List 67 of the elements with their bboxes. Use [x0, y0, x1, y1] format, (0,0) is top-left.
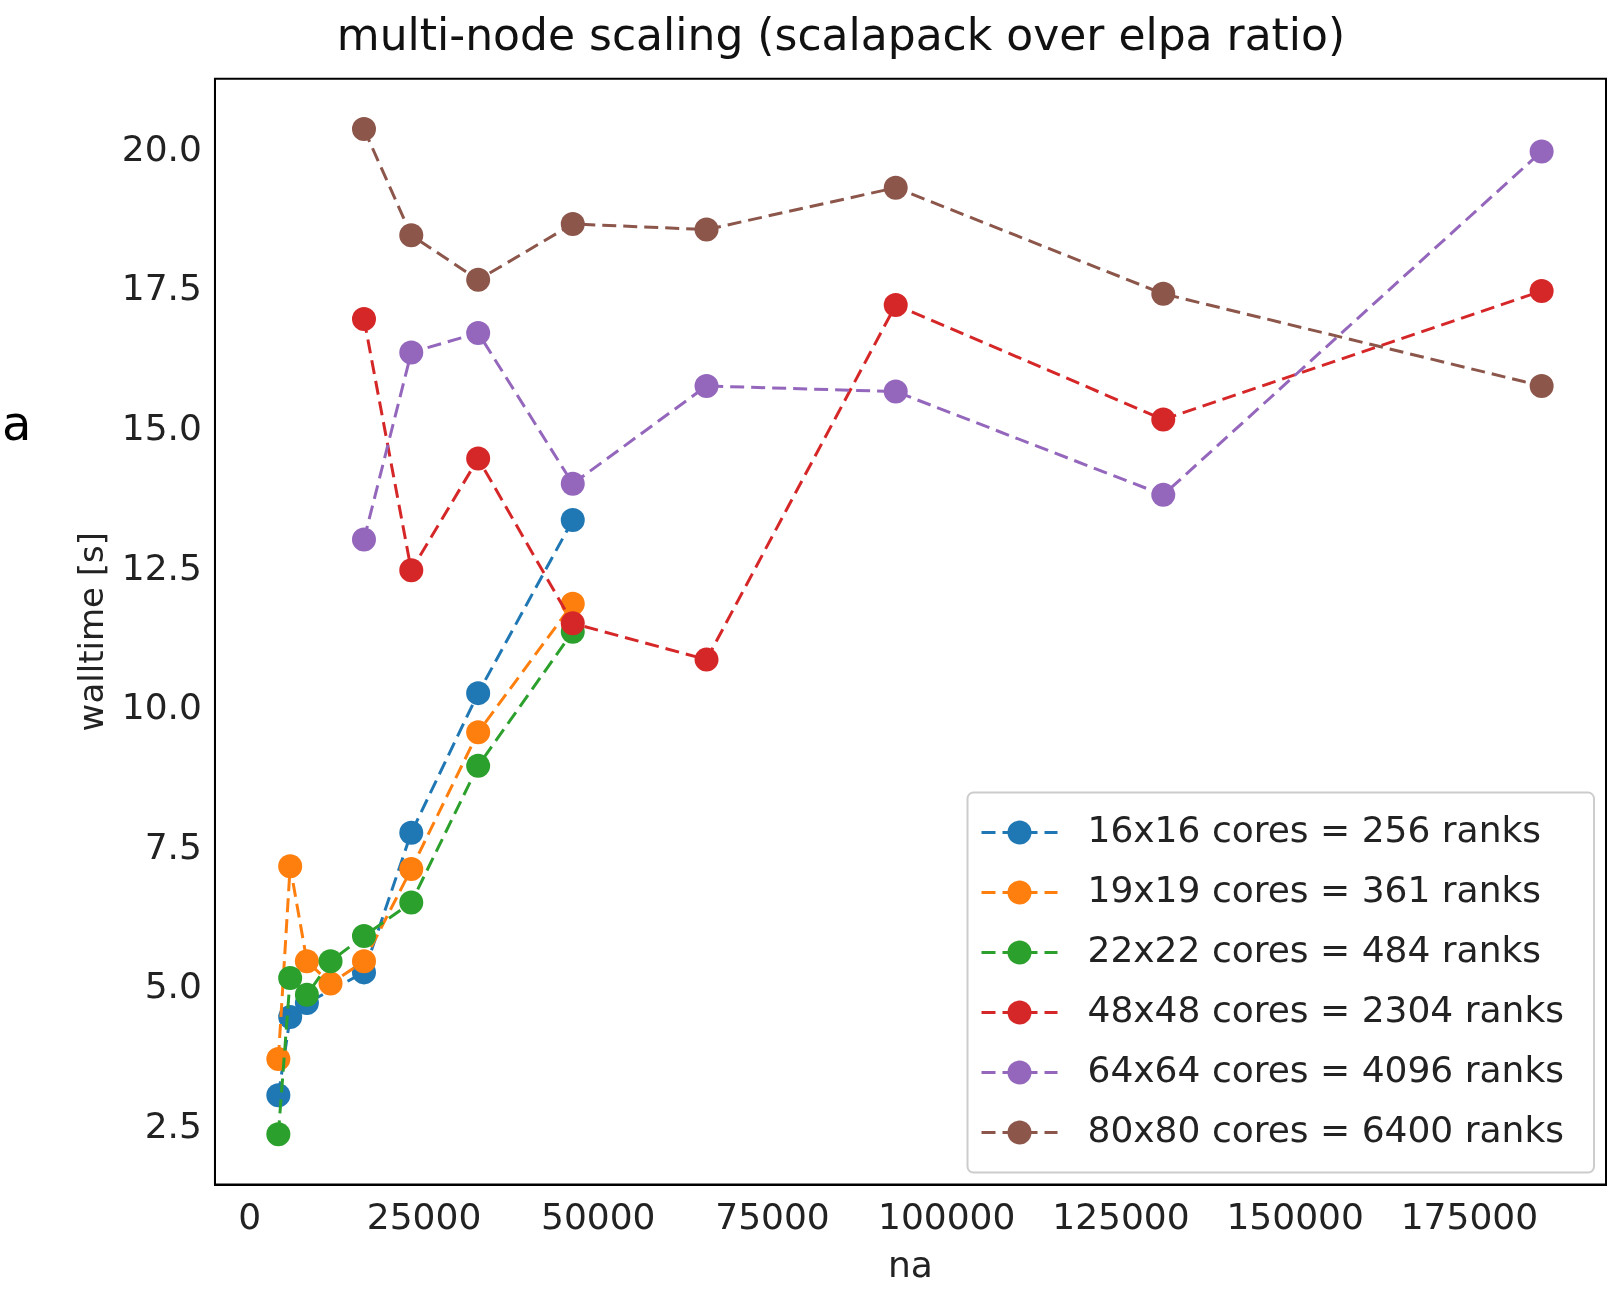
point [351, 949, 376, 974]
point [278, 965, 303, 990]
y-tick-label: 17.5 [121, 267, 202, 309]
point [694, 373, 719, 398]
y-tick-label: 12.5 [121, 546, 202, 588]
point [351, 306, 376, 331]
x-tick-label: 125000 [1052, 1195, 1190, 1237]
y-tick-label: 10.0 [121, 686, 202, 728]
point [278, 854, 303, 879]
point [694, 217, 719, 242]
point [466, 320, 491, 345]
point [351, 924, 376, 949]
point [266, 1046, 291, 1071]
y-tick-label: 5.0 [144, 965, 202, 1007]
point [1151, 482, 1176, 507]
y-tick-label: 15.0 [121, 407, 202, 448]
x-axis-title: na [888, 1243, 933, 1285]
text: a [2, 395, 32, 451]
y-tick-label: 7.5 [144, 825, 202, 867]
legend-label: 80x80 cores = 6400 ranks [1087, 1108, 1565, 1150]
point [399, 558, 424, 583]
point [466, 753, 491, 778]
point [399, 890, 424, 915]
point [1529, 139, 1554, 164]
point [1529, 373, 1554, 398]
point [560, 611, 585, 636]
legend-label: 22x22 cores = 484 ranks [1087, 928, 1542, 970]
point [466, 446, 491, 471]
point [883, 292, 908, 317]
legend-label: 16x16 cores = 256 ranks [1087, 808, 1542, 850]
y-tick-label: 20.0 [121, 127, 202, 169]
point [1151, 281, 1176, 306]
y-axis-title: walltime [s] [71, 532, 112, 732]
x-tick-label: 0 [238, 1195, 262, 1237]
point [266, 1122, 291, 1147]
point [318, 971, 343, 996]
point [1529, 279, 1554, 304]
point [694, 647, 719, 672]
point [883, 379, 908, 404]
x-tick-label: 75000 [715, 1195, 830, 1237]
point [351, 527, 376, 552]
point [399, 857, 424, 882]
point [466, 681, 491, 706]
x-tick-label: 50000 [540, 1195, 656, 1237]
point [466, 267, 491, 292]
x-tick-label: 100000 [878, 1195, 1016, 1237]
point [294, 949, 319, 974]
point [466, 720, 491, 745]
point [560, 212, 585, 237]
point [883, 175, 908, 200]
legend-label: 48x48 cores = 2304 ranks [1087, 988, 1565, 1030]
point [399, 340, 424, 365]
y-tick-label: 2.5 [144, 1105, 202, 1147]
point [1151, 407, 1176, 432]
point [351, 117, 376, 142]
legend-label: 64x64 cores = 4096 ranks [1087, 1048, 1565, 1090]
point [399, 820, 424, 845]
x-tick-label: 150000 [1226, 1195, 1364, 1237]
chart-title: multi-node scaling (scalapack over elpa ratio) [336, 8, 1346, 60]
point [560, 508, 585, 532]
point [560, 471, 585, 496]
x-tick-label: 25000 [366, 1195, 482, 1237]
point [399, 223, 424, 248]
legend-label: 19x19 cores = 361 ranks [1087, 868, 1542, 910]
x-tick-label: 175000 [1400, 1195, 1539, 1237]
point [294, 982, 319, 1007]
point [318, 949, 343, 974]
